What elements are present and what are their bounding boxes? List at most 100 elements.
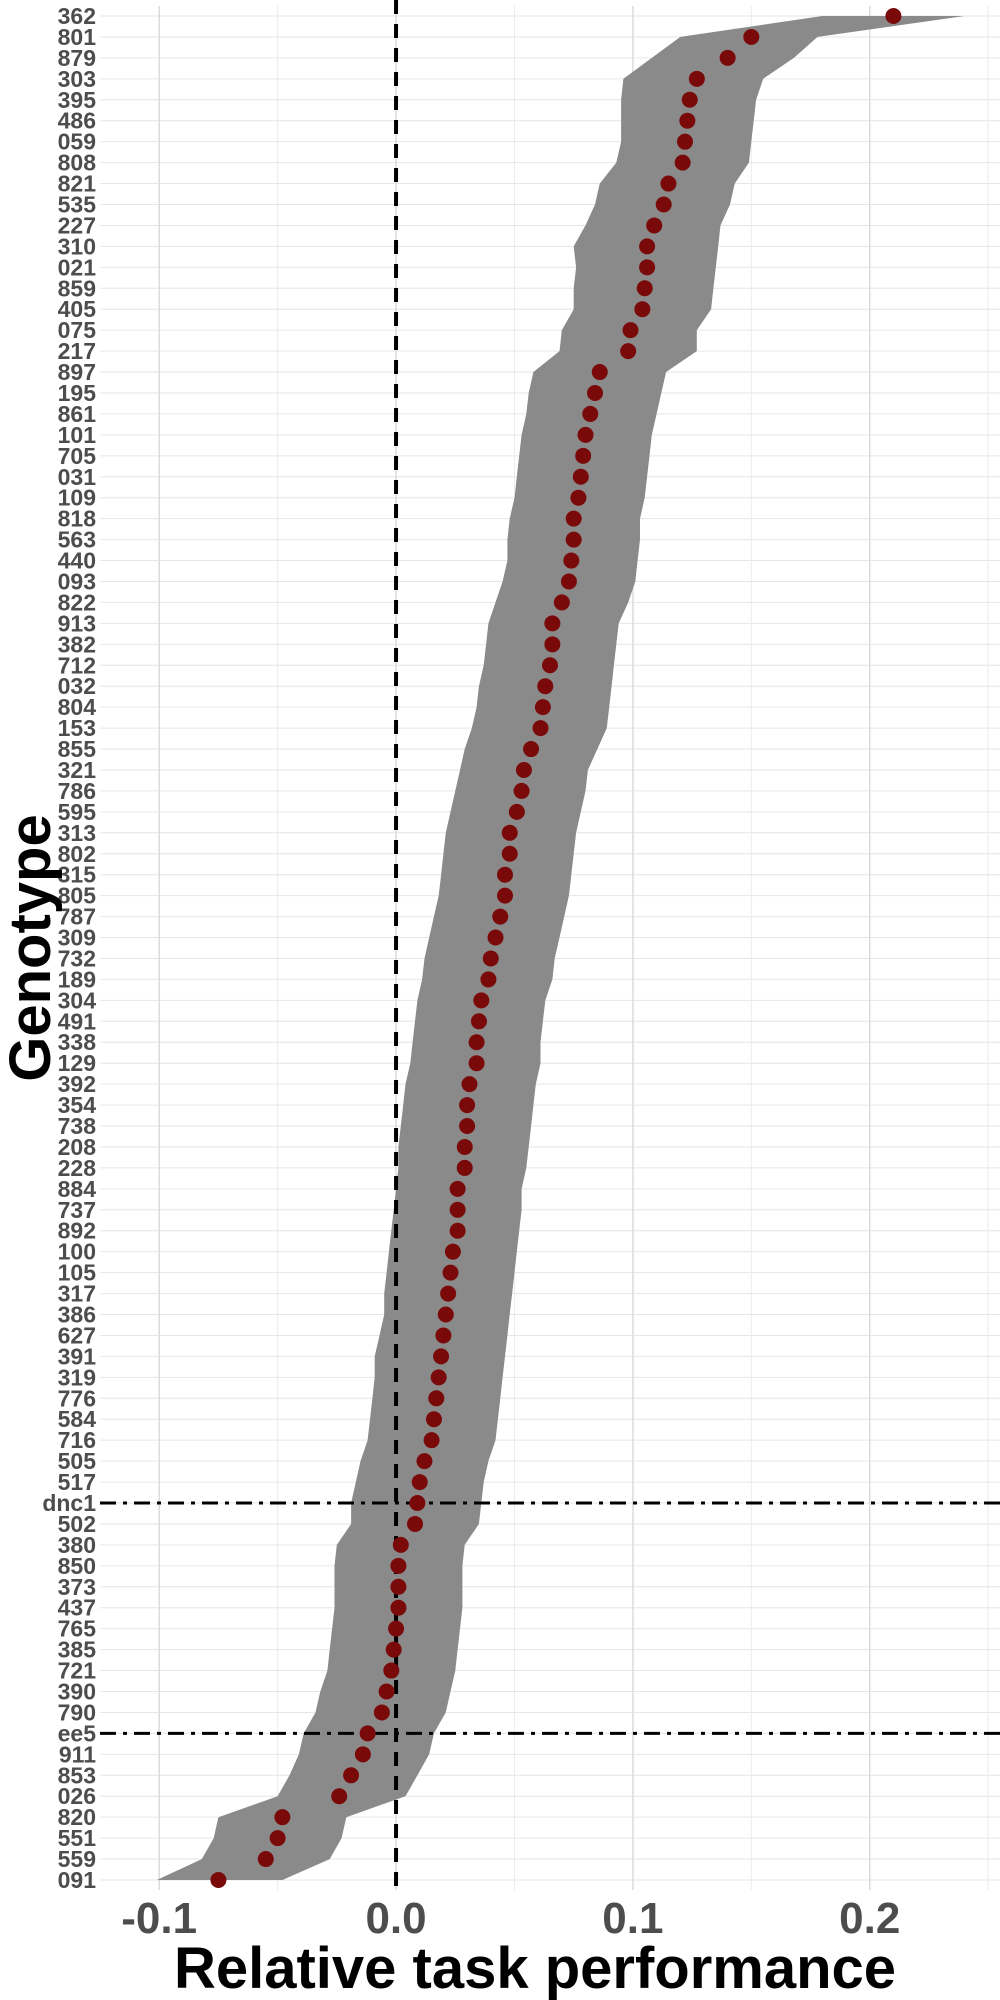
point-100 [444,1243,461,1260]
y-tick-label: 859 [58,275,96,301]
reference-lines [100,0,1000,1892]
point-805 [497,887,513,904]
y-axis-title: Genotype [0,814,63,1082]
point-855 [523,741,540,758]
point-217 [620,343,637,360]
y-tick-label: 850 [58,1553,96,1579]
point-627 [435,1327,452,1344]
point-786 [513,782,530,799]
y-tick-label: 382 [58,631,96,657]
y-tick-label: 884 [58,1176,97,1202]
point-440 [563,552,580,569]
y-tick-label: 303 [58,66,96,92]
y-tick-label: 627 [58,1322,96,1348]
y-tick-label: 317 [58,1281,96,1307]
point-808 [674,154,691,171]
point-505 [416,1453,433,1470]
point-535 [655,196,672,213]
x-tick-label: -0.1 [121,1894,197,1943]
y-tick-label: 855 [58,736,97,762]
y-tick-label: 732 [58,945,96,971]
y-tick-label: 338 [58,1029,97,1055]
y-tick-label: 765 [58,1616,97,1642]
y-tick-label: 790 [58,1699,96,1725]
point-382 [544,636,561,653]
y-tick-label: 100 [58,1239,96,1265]
y-tick-label: 440 [58,548,96,574]
point-313 [501,824,518,841]
point-317 [440,1285,457,1302]
y-tick-label: 892 [58,1218,96,1244]
point-804 [534,699,551,716]
point-362 [885,8,902,24]
point-385 [385,1641,402,1658]
y-tick-label: 390 [58,1679,96,1705]
point-319 [430,1369,447,1386]
y-tick-label: 392 [58,1071,96,1097]
point-189 [480,971,497,988]
y-tick-label: 195 [58,380,97,406]
point-732 [482,950,499,967]
y-tick-label: 491 [58,1008,97,1034]
point-032 [537,678,554,695]
y-tick-label: 395 [58,87,97,113]
point-195 [587,384,603,401]
confidence-ribbon [156,16,965,1880]
y-tick-label: 818 [58,506,97,532]
y-tick-label: 208 [58,1134,97,1160]
y-tick-labels: 3628018793033954860598088215352273100218… [42,3,96,1893]
y-tick-label: 437 [58,1595,96,1621]
y-tick-label: 321 [58,757,97,783]
y-tick-label: 584 [58,1406,97,1432]
point-737 [449,1201,466,1218]
x-axis-title: Relative task performance [174,1936,896,2000]
y-tick-label: 821 [58,171,97,197]
y-tick-label: 721 [58,1658,97,1684]
y-tick-label: 385 [58,1637,97,1663]
point-315 [497,866,513,883]
point-091 [210,1872,227,1888]
point-031 [572,468,589,485]
y-tick-label: 021 [58,254,97,280]
y-tick-label: 705 [58,443,97,469]
point-911 [354,1746,371,1763]
point-787 [492,908,509,925]
point-502 [407,1515,423,1532]
y-tick-label: 315 [58,862,97,888]
y-tick-label: 820 [58,1804,96,1830]
y-tick-label: 861 [58,401,97,427]
point-712 [542,657,558,674]
y-tick-label: 913 [58,610,96,636]
point-853 [343,1767,360,1784]
y-tick-label: 129 [58,1050,96,1076]
point-861 [582,405,599,422]
y-tick-label: 802 [58,841,96,867]
point-321 [515,761,532,778]
point-595 [508,803,525,820]
y-tick-label: 228 [58,1155,97,1181]
y-tick-label: 716 [58,1427,96,1453]
point-391 [433,1348,450,1365]
point-208 [456,1138,473,1155]
point-093 [560,573,577,590]
y-tick-label: 776 [58,1385,96,1411]
point-075 [622,322,639,339]
point-228 [456,1159,473,1176]
point-390 [378,1683,395,1700]
point-892 [449,1222,466,1239]
x-tick-label: 0.0 [365,1894,426,1943]
y-tick-label: 309 [58,925,96,951]
point-ee5 [359,1725,376,1742]
y-tick-label: 217 [58,338,96,364]
point-913 [544,615,561,632]
y-tick-label: 227 [58,212,96,238]
point-059 [677,133,693,150]
point-386 [437,1306,454,1323]
y-tick-label: 738 [58,1113,97,1139]
point-373 [390,1578,407,1595]
point-879 [719,49,736,66]
point-801 [743,28,760,45]
point-859 [636,280,653,297]
y-tick-label: 517 [58,1469,96,1495]
